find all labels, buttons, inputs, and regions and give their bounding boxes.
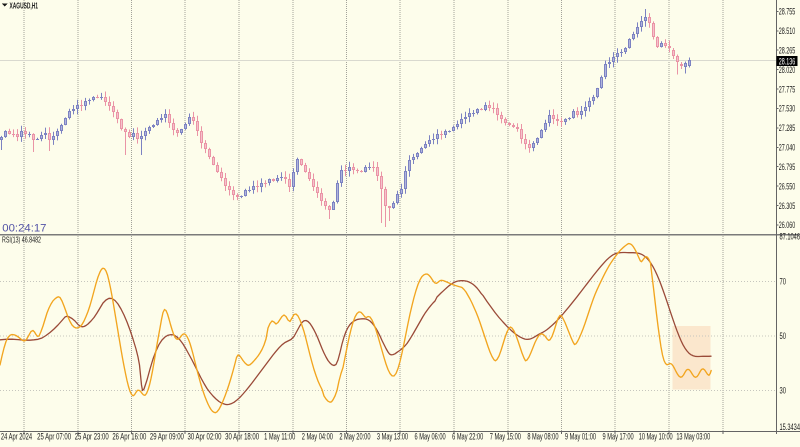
svg-text:30 Apr 02:00: 30 Apr 02:00 <box>188 432 222 442</box>
svg-text:25 Apr 07:00: 25 Apr 07:00 <box>37 432 71 442</box>
svg-text:XAGUSD,H1: XAGUSD,H1 <box>10 0 39 10</box>
svg-text:2 May 04:00: 2 May 04:00 <box>302 432 333 442</box>
svg-text:30 Apr 18:00: 30 Apr 18:00 <box>225 432 259 442</box>
svg-text:27.285: 27.285 <box>779 123 796 133</box>
svg-text:9 May 01:00: 9 May 01:00 <box>565 432 596 442</box>
svg-text:25 Apr 23:00: 25 Apr 23:00 <box>75 432 109 442</box>
svg-text:28.265: 28.265 <box>779 45 796 55</box>
svg-text:3 May 13:00: 3 May 13:00 <box>377 432 408 442</box>
svg-text:26.550: 26.550 <box>779 181 796 191</box>
svg-text:15.3434: 15.3434 <box>780 422 800 432</box>
svg-text:27.775: 27.775 <box>779 84 796 94</box>
svg-text:27.040: 27.040 <box>779 143 796 153</box>
svg-text:26.060: 26.060 <box>779 220 796 230</box>
svg-text:2 May 20:00: 2 May 20:00 <box>339 432 370 442</box>
svg-text:28.136: 28.136 <box>779 56 796 66</box>
svg-text:28.755: 28.755 <box>779 7 796 17</box>
svg-text:29 Apr 09:00: 29 Apr 09:00 <box>150 432 184 442</box>
svg-text:27.530: 27.530 <box>779 104 796 114</box>
svg-text:26 Apr 16:00: 26 Apr 16:00 <box>112 432 146 442</box>
svg-text:13 May 03:00: 13 May 03:00 <box>676 432 710 442</box>
svg-text:7 May 15:00: 7 May 15:00 <box>490 432 521 442</box>
svg-text:87.1046: 87.1046 <box>780 232 800 242</box>
svg-text:9 May 17:00: 9 May 17:00 <box>603 432 634 442</box>
svg-text:6 May 22:00: 6 May 22:00 <box>452 432 483 442</box>
svg-text:26.795: 26.795 <box>779 162 796 172</box>
svg-text:70: 70 <box>780 277 787 287</box>
svg-text:26.305: 26.305 <box>779 201 796 211</box>
svg-text:6 May 06:00: 6 May 06:00 <box>415 432 446 442</box>
svg-text:10 May 10:00: 10 May 10:00 <box>639 432 673 442</box>
svg-text:30: 30 <box>780 386 787 396</box>
svg-text:28.510: 28.510 <box>779 26 796 36</box>
svg-text:50: 50 <box>780 331 787 341</box>
svg-text:24 Apr 2024: 24 Apr 2024 <box>1 432 32 442</box>
svg-text:1 May 11:00: 1 May 11:00 <box>264 432 295 442</box>
svg-text:RSI(13) 46.8482: RSI(13) 46.8482 <box>2 234 41 244</box>
svg-text:00:24:17: 00:24:17 <box>2 223 46 235</box>
svg-text:8 May 08:00: 8 May 08:00 <box>527 432 558 442</box>
